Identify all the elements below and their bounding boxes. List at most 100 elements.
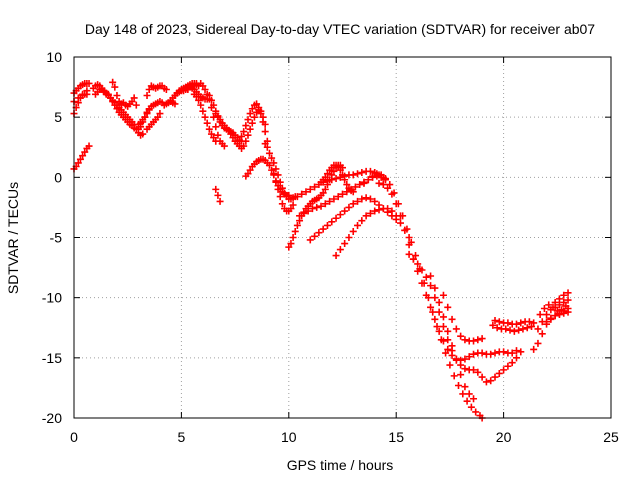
y-tick-label: 10 [46,49,62,65]
data-point [244,170,252,178]
data-point [289,201,297,209]
data-point [257,107,265,115]
data-point [530,345,538,353]
data-point [517,319,525,327]
data-point [435,327,443,335]
data-point [384,205,392,213]
y-axis-ticks: -20 -15 -10 -5 0 5 10 [42,49,611,426]
y-tick-label: -10 [42,290,62,306]
series-t29 [427,272,478,403]
data-point [375,179,383,187]
data-point [495,369,503,377]
data-point [244,116,252,124]
x-tick-label: 5 [178,429,186,445]
data-point [429,308,437,316]
data-point [214,112,222,120]
data-point [345,203,353,211]
data-point [431,284,439,292]
data-point [448,315,456,323]
data-point [253,100,261,108]
data-point [418,279,426,287]
data-point [248,105,256,113]
data-point [246,166,254,174]
data-point [354,221,362,229]
series-t36 [543,308,572,326]
data-point [349,200,357,208]
data-point [272,165,280,173]
data-point [392,200,400,208]
y-tick-label: 0 [54,169,62,185]
data-point [205,92,213,100]
data-point [143,92,151,100]
data-point [201,113,209,121]
data-point [332,214,340,222]
data-point [141,113,149,121]
data-point [276,193,284,201]
data-point [512,320,520,328]
data-point [379,181,387,189]
data-point [212,137,220,145]
data-point [274,182,282,190]
data-point [444,327,452,335]
data-point [461,336,469,344]
data-point [132,101,140,109]
data-point [354,170,362,178]
series-t37 [551,289,572,306]
data-point [229,134,237,142]
data-point [323,170,331,178]
data-point [317,202,325,210]
data-point [220,142,228,150]
data-point [366,195,374,203]
data-point [461,383,469,391]
data-point [543,311,551,319]
y-tick-label: -5 [50,230,63,246]
data-point [270,159,278,167]
data-point [85,142,93,150]
data-point [265,149,273,157]
data-point [502,325,510,333]
data-point [356,181,364,189]
data-point [448,342,456,350]
data-point [319,225,327,233]
data-point [246,110,254,118]
data-point [452,356,460,364]
data-point [562,302,570,310]
data-point [332,252,340,260]
y-tick-label: 5 [54,109,62,125]
data-point [358,217,366,225]
y-tick-label: -20 [42,410,62,426]
data-point [259,113,267,121]
data-point [427,272,435,280]
data-point [85,79,93,87]
y-tick-label: -15 [42,350,62,366]
series-t20 [285,161,346,251]
data-point [323,221,331,229]
data-point [461,365,469,373]
x-tick-label: 20 [496,429,512,445]
data-point [145,85,153,93]
data-point [549,303,557,311]
data-point [278,200,286,208]
data-point [381,175,389,183]
data-point [188,82,196,90]
data-point [330,167,338,175]
data-point [558,306,566,314]
data-point [128,98,136,106]
data-point [201,85,209,93]
data-point [478,373,486,381]
data-point [366,209,374,217]
data-point [504,362,512,370]
data-point [268,154,276,162]
data-point [564,308,572,316]
data-point [433,323,441,331]
data-point [113,92,121,100]
data-point [293,221,301,229]
data-point [276,178,284,186]
data-point [536,311,544,319]
data-point [328,176,336,184]
data-point [227,130,235,138]
data-point [132,125,140,133]
data-point [358,195,366,203]
data-point [216,116,224,124]
